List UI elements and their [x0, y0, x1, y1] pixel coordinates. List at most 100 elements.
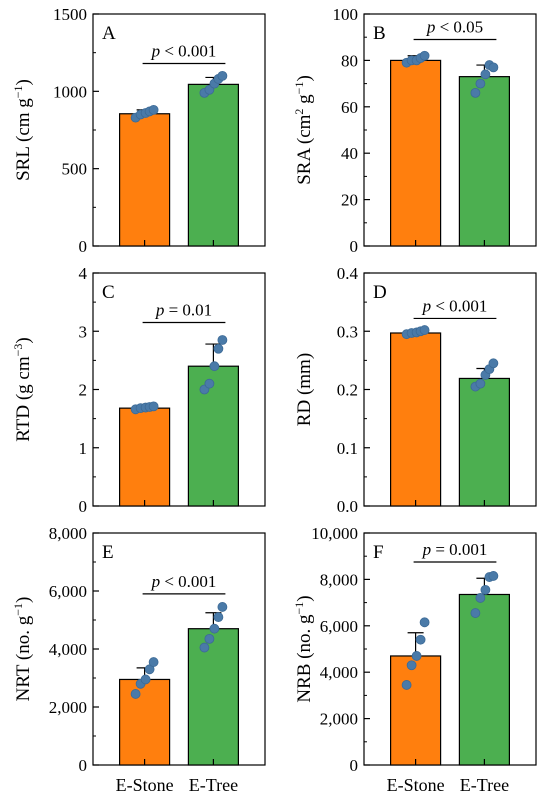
y-tick-label: 2,000 [320, 710, 358, 729]
y-tick-label: 0.4 [337, 264, 359, 283]
y-tick-label: 0 [79, 497, 88, 516]
y-tick-label: 0 [350, 237, 359, 256]
y-axis-title: NRB (no. g−1) [292, 595, 315, 702]
y-tick-label: 2,000 [49, 698, 87, 717]
x-tick-label: E-Stone [387, 775, 445, 795]
data-point [217, 335, 228, 345]
bar-e-stone [390, 59, 442, 247]
x-tick-label: E-Stone [116, 775, 174, 795]
plot-frame [363, 13, 537, 247]
x-tick-label: E-Tree [460, 775, 509, 795]
data-point [217, 602, 228, 612]
y-tick-label: 80 [341, 51, 358, 70]
significance-label: p = 0.01 [155, 301, 212, 320]
bar-e-tree [187, 628, 239, 766]
y-tick-label: 100 [333, 5, 359, 24]
y-tick-label: 8,000 [320, 570, 358, 589]
panel-letter: F [373, 542, 384, 563]
data-point [204, 378, 215, 389]
panel-letter: A [102, 23, 116, 44]
y-tick-label: 0.0 [337, 497, 358, 516]
panel-letter: C [102, 282, 115, 303]
y-tick-label: 500 [62, 160, 88, 179]
y-tick-label: 8,000 [49, 524, 87, 543]
data-point [213, 612, 224, 622]
significance-label: p < 0.001 [151, 41, 217, 60]
plot-frame [363, 532, 537, 766]
data-point [199, 642, 210, 653]
data-point [419, 617, 430, 628]
data-point [140, 674, 151, 685]
data-point [488, 62, 499, 73]
y-axis-title: NRT (no. g−1) [11, 597, 34, 702]
chart-panel-a: 0 500 1000 1500 SRL (cm g−1) Ap < 0.001 [11, 5, 266, 256]
y-tick-label: 4 [79, 264, 88, 283]
panel-letter: B [373, 23, 386, 44]
data-point [130, 689, 141, 699]
y-tick-label: 0 [79, 756, 88, 775]
significance-label: p < 0.05 [426, 18, 483, 37]
bar-e-tree [187, 83, 239, 247]
y-tick-label: 4,000 [320, 663, 358, 682]
y-tick-label: 6,000 [320, 617, 358, 636]
y-tick-label: 3 [79, 322, 88, 341]
data-point [488, 358, 499, 369]
y-tick-label: 60 [341, 98, 358, 117]
chart-panel-e: 0 2,000 4,000 6,000 8,000 NRT (no. g−1) E E-Sto… [11, 524, 266, 795]
bar-e-stone [390, 655, 442, 766]
data-point [148, 104, 159, 115]
y-tick-label: 20 [341, 191, 358, 210]
y-tick-label: 0.2 [337, 381, 358, 400]
y-tick-label: 6,000 [49, 582, 87, 601]
y-axis-title: SRA (cm2 g−1) [292, 75, 315, 185]
data-point [470, 608, 481, 618]
plot-frame [92, 532, 266, 766]
data-point [148, 657, 159, 667]
data-point [204, 633, 215, 644]
bar-e-tree [458, 377, 510, 507]
data-point [475, 78, 486, 89]
significance-label: p < 0.001 [422, 296, 488, 315]
data-point [475, 378, 486, 389]
panel-letter: E [102, 542, 114, 563]
significance-label: p < 0.001 [151, 572, 217, 591]
data-point [480, 69, 491, 80]
y-tick-label: 1 [79, 439, 88, 458]
data-point [475, 593, 486, 603]
data-point [415, 634, 426, 645]
data-point [480, 584, 491, 595]
chart-panel-d: 0.0 0.1 0.2 0.3 0.4 RD (mm) Dp < 0.001 [294, 264, 537, 516]
y-tick-label: 1000 [53, 82, 87, 101]
y-tick-label: 40 [341, 144, 358, 163]
y-axis-title: RTD (g cm−3) [11, 337, 34, 442]
data-point [401, 680, 412, 690]
data-point [209, 623, 220, 634]
significance-label: p = 0.001 [422, 540, 488, 559]
data-point [470, 87, 481, 98]
bar-e-tree [187, 365, 239, 507]
bar-e-tree [458, 76, 510, 247]
y-axis-title: RD (mm) [294, 353, 315, 426]
y-tick-label: 10,000 [311, 524, 358, 543]
data-point [411, 651, 422, 661]
bar-e-stone [118, 113, 171, 247]
y-tick-label: 4,000 [49, 640, 87, 659]
panel-letter: D [373, 282, 387, 303]
y-axis-title: SRL (cm g−1) [11, 79, 34, 181]
bar-e-stone [118, 678, 171, 766]
y-tick-label: 0 [350, 756, 359, 775]
y-tick-label: 0.3 [337, 322, 358, 341]
data-point [419, 50, 430, 61]
data-point [406, 660, 417, 671]
y-tick-label: 2 [79, 381, 88, 400]
data-point [419, 325, 430, 335]
data-point [209, 361, 220, 372]
data-point [488, 571, 499, 581]
data-point [148, 401, 159, 412]
data-point [217, 70, 228, 81]
data-point [213, 343, 224, 354]
bar-e-tree [458, 593, 510, 766]
y-tick-label: 1500 [53, 5, 87, 24]
bar-e-stone [390, 332, 442, 507]
